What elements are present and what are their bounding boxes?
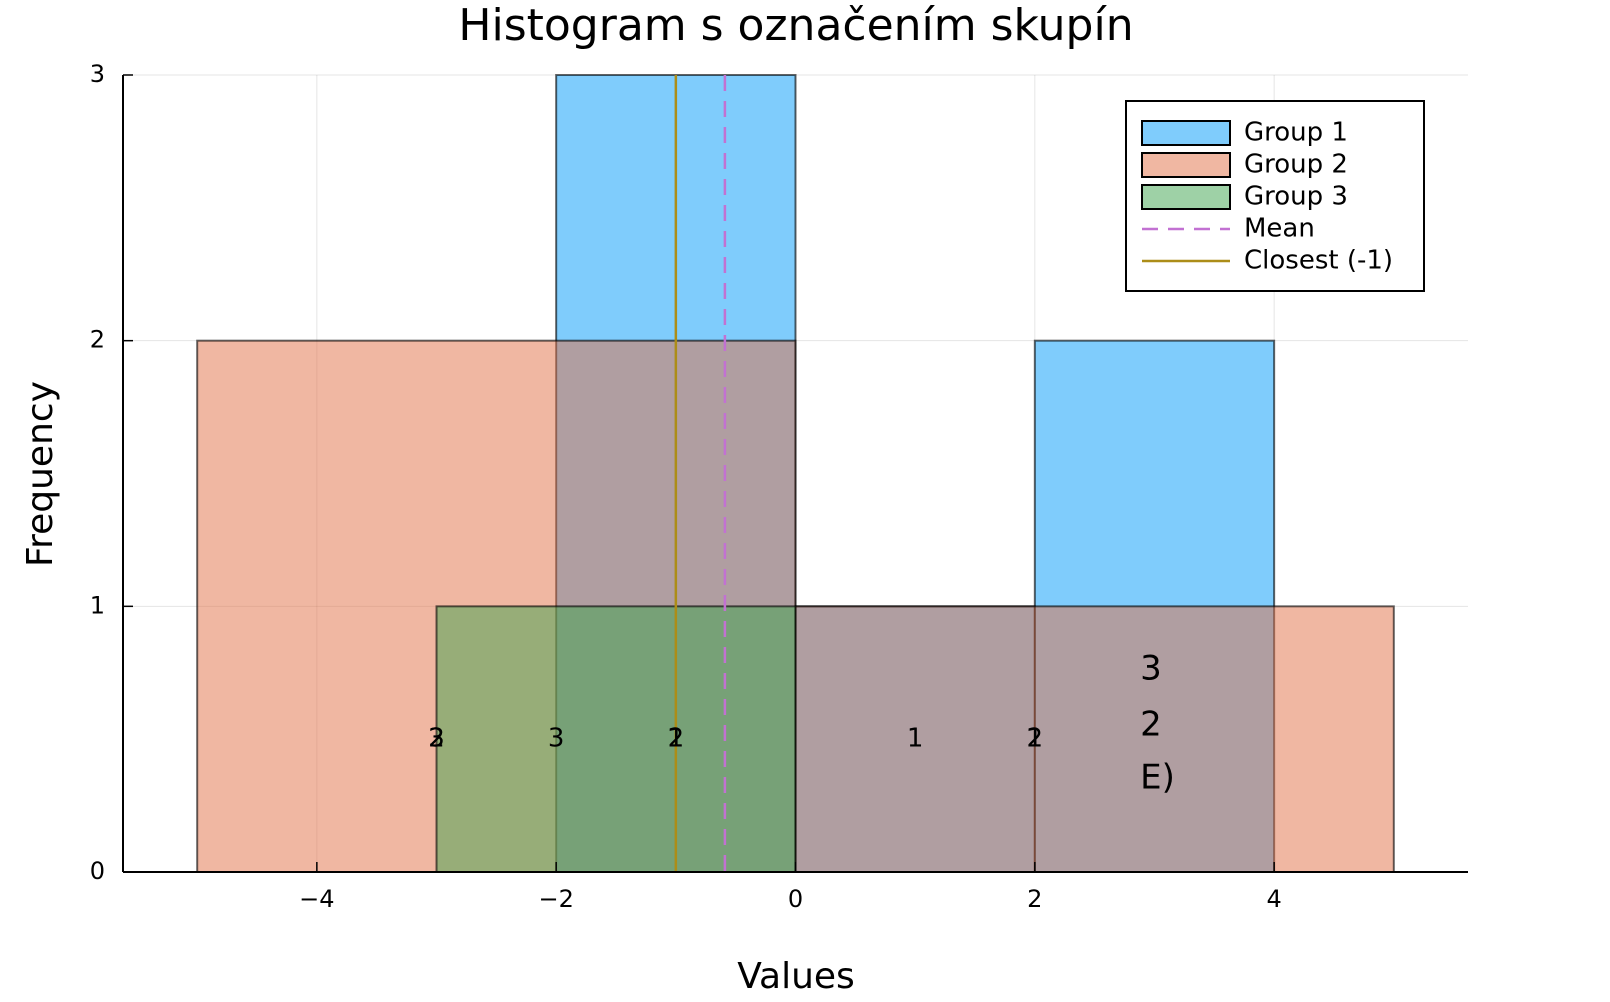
legend-swatch bbox=[1141, 152, 1231, 178]
bar bbox=[794, 605, 1395, 873]
x-tick-label: 4 bbox=[1267, 885, 1282, 913]
legend-label: Group 1 bbox=[1244, 118, 1348, 148]
legend-label: Mean bbox=[1244, 214, 1315, 244]
annotation: 3 bbox=[1140, 649, 1162, 689]
y-axis-label: Frequency bbox=[20, 381, 61, 567]
annotation: 2 bbox=[1027, 724, 1044, 754]
bar bbox=[435, 605, 797, 873]
y-tick-label: 1 bbox=[90, 591, 105, 619]
x-tick-label: 2 bbox=[1027, 885, 1042, 913]
y-tick-label: 3 bbox=[90, 60, 105, 88]
annotation: 1 bbox=[1027, 724, 1044, 754]
x-axis-label: Values bbox=[737, 956, 855, 997]
legend-label: Group 2 bbox=[1244, 150, 1348, 180]
x-tick-label: −2 bbox=[538, 885, 573, 913]
y-tick-label: 2 bbox=[90, 326, 105, 354]
annotation: 1 bbox=[668, 724, 685, 754]
annotation: 1 bbox=[907, 724, 924, 754]
legend-label: Group 3 bbox=[1244, 182, 1348, 212]
y-tick-label: 0 bbox=[90, 857, 105, 885]
annotation: 3 bbox=[548, 724, 565, 754]
annotation: 2 bbox=[1140, 704, 1162, 744]
annotation: E) bbox=[1140, 758, 1175, 798]
legend-swatch bbox=[1141, 120, 1231, 146]
x-tick-label: 0 bbox=[788, 885, 803, 913]
legend-label: Closest (-1) bbox=[1244, 246, 1393, 276]
annotation: 2 bbox=[668, 724, 685, 754]
annotation: 3 bbox=[428, 724, 445, 754]
legend-swatch bbox=[1141, 184, 1231, 210]
chart-title: Histogram s označením skupín bbox=[458, 0, 1133, 51]
annotation: 2 bbox=[428, 724, 445, 754]
x-tick-label: −4 bbox=[299, 885, 334, 913]
